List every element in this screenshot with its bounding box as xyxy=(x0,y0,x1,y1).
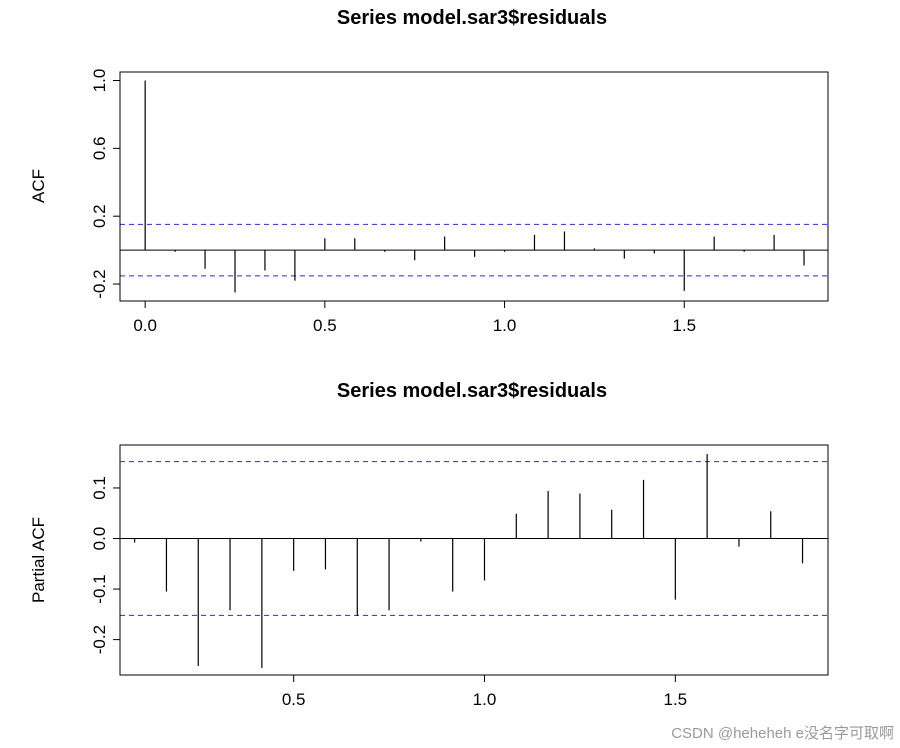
pacf-x-tick-label: 1.0 xyxy=(473,690,497,709)
pacf-panel: Series model.sar3$residuals Partial ACF … xyxy=(29,380,829,709)
acf-y-tick-label: 0.6 xyxy=(90,137,109,161)
pacf-y-tick-label: -0.1 xyxy=(90,574,109,603)
acf-y-axis: -0.2 0.2 0.6 1.0 xyxy=(90,69,121,299)
pacf-x-tick-label: 0.5 xyxy=(282,690,306,709)
acf-y-tick-label: -0.2 xyxy=(90,269,109,298)
pacf-title: Series model.sar3$residuals xyxy=(337,380,607,402)
pacf-y-tick-label: -0.2 xyxy=(90,625,109,654)
acf-ylabel: ACF xyxy=(29,169,48,203)
pacf-y-tick-label: 0.1 xyxy=(90,476,109,500)
pacf-y-tick-label: 0.0 xyxy=(90,527,109,551)
acf-panel: Series model.sar3$residuals ACF 0.0 0.5 1.… xyxy=(29,7,829,335)
acf-x-tick-label: 1.0 xyxy=(493,316,517,335)
acf-y-tick-label: 1.0 xyxy=(90,69,109,93)
pacf-y-axis: -0.2 -0.1 0.0 0.1 xyxy=(90,476,121,654)
acf-x-tick-label: 1.5 xyxy=(672,316,696,335)
pacf-ylabel: Partial ACF xyxy=(29,517,48,603)
acf-title: Series model.sar3$residuals xyxy=(337,7,607,29)
pacf-x-tick-label: 1.5 xyxy=(664,690,688,709)
pacf-plot-frame xyxy=(119,444,829,676)
acf-x-axis: 0.0 0.5 1.0 1.5 xyxy=(133,300,696,335)
acf-plot-frame xyxy=(119,71,829,302)
acf-y-tick-label: 0.2 xyxy=(90,204,109,228)
pacf-x-axis: 0.5 1.0 1.5 xyxy=(282,674,688,709)
acf-x-tick-label: 0.5 xyxy=(313,316,337,335)
acf-x-tick-label: 0.0 xyxy=(133,316,157,335)
watermark: CSDN @heheheh e没名字可取啊 xyxy=(671,725,894,742)
